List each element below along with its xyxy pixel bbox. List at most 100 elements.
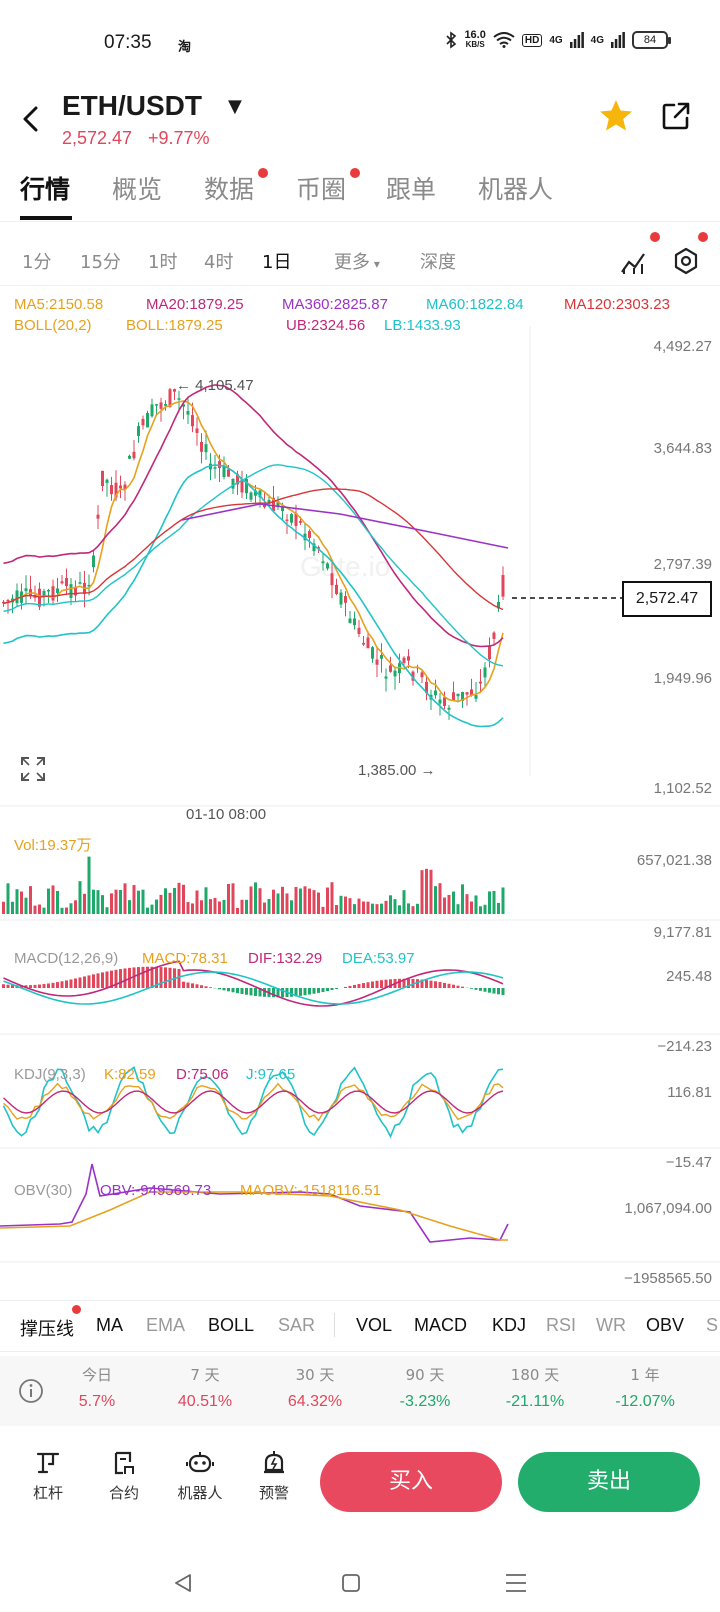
volume-bar [173,887,176,914]
status-icons: 16.0 KB/S HD 4G 4G 84 [445,30,671,50]
volume-bar [285,893,289,914]
tf-1d[interactable]: 1日 [262,252,292,273]
volume-bar [65,907,68,914]
contract-button[interactable]: 合约 [94,1450,154,1503]
legend-boll: BOLL:1879.25 [126,317,223,334]
macd-dif: DIF:132.29 [248,950,323,967]
ind-sar[interactable]: SAR [278,1315,316,1335]
ind-rsi[interactable]: RSI [546,1315,577,1335]
macd-histogram-bar [6,984,10,988]
macd-histogram-bar [330,988,334,991]
volume-bar [119,889,122,914]
tf-more[interactable]: 更多 ▾ [334,248,380,274]
volume-bar [497,902,500,914]
volume-bar [281,886,284,914]
macd-histogram-bar [2,984,5,988]
ind-s[interactable]: S [706,1315,719,1335]
sell-button[interactable]: 卖出 [518,1452,700,1512]
buy-button[interactable]: 买入 [320,1452,502,1512]
ind-boll[interactable]: BOLL [208,1315,255,1335]
tab-bot[interactable]: 机器人 [478,175,554,204]
macd-histogram-bar [312,988,316,994]
ind-ema[interactable]: EMA [146,1315,186,1335]
obv-value: OBV:-949569.73 [100,1182,212,1199]
signal-4g-icon: 4G [549,34,563,46]
chart-settings-gear-icon[interactable] [672,246,700,276]
tab-copy-trade[interactable]: 跟单 [386,175,437,204]
fullscreen-expand-icon[interactable] [20,756,46,782]
volume-bar [339,895,343,914]
share-external-icon[interactable] [660,100,692,132]
ind-support-resistance[interactable]: 撑压线 [20,1319,74,1339]
candle-body [24,588,28,592]
macd-histogram-bar [474,988,478,990]
tab-overview[interactable]: 概览 [112,175,163,204]
favorite-star-icon[interactable] [598,98,634,134]
tf-15m[interactable]: 15分 [80,252,121,273]
tf-1h[interactable]: 1时 [148,252,178,273]
main-tabs: 行情 概览 数据 币圈 跟单 机器人 [0,160,720,222]
volume-bar [51,885,55,914]
pair-title[interactable]: ETH/USDT [62,90,202,121]
tab-community[interactable]: 币圈 [296,175,347,204]
tf-4h[interactable]: 4时 [204,252,234,273]
macd-histogram-bar [258,988,262,997]
ind-obv[interactable]: OBV [646,1315,685,1335]
ind-kdj[interactable]: KDJ [492,1315,527,1335]
indicator-settings-icon[interactable] [620,246,648,276]
candle-body [267,499,271,504]
macd-histogram-bar [479,988,482,991]
ind-vol[interactable]: VOL [356,1315,393,1335]
volume-bar [132,885,136,914]
kdj-j: J:97.65 [246,1066,296,1083]
nav-home-icon[interactable] [340,1572,362,1594]
volume-bar [470,901,473,914]
macd-histogram-bar [308,988,311,995]
volume-bar [411,906,415,914]
nav-menu-icon[interactable] [504,1572,528,1594]
alert-button[interactable]: 预警 [244,1450,304,1503]
back-arrow-icon[interactable] [18,104,44,134]
volume-bar [299,888,302,914]
candle-body [290,514,293,523]
macd-histogram-bar [83,976,86,988]
candle-body [501,575,505,597]
robot-button[interactable]: 机器人 [170,1450,230,1503]
candle-body [141,418,145,426]
candle-body [375,659,379,665]
leverage-button[interactable]: 杠杆 [18,1450,78,1503]
volume-bar [308,888,311,914]
candle-body [227,469,230,477]
ind-macd[interactable]: MACD [414,1315,467,1335]
candle-body [204,444,208,453]
nav-back-icon[interactable] [172,1572,194,1594]
volume-bar [182,884,185,914]
volume-bar [96,890,100,914]
perf-value: 40.51% [177,1393,233,1410]
info-icon[interactable] [18,1378,44,1404]
volume-bar [330,882,334,914]
tab-data[interactable]: 数据 [204,175,255,204]
perf-label: 1 年 [630,1366,660,1384]
candle-body [366,637,370,649]
pair-dropdown-caret-icon[interactable]: ▼ [228,96,242,117]
candle-body [438,699,442,704]
volume-bar [434,886,437,914]
macd-histogram-bar [92,974,95,988]
tf-depth[interactable]: 深度 [420,252,456,273]
macd-histogram-bar [276,988,280,998]
ind-ma[interactable]: MA [96,1315,123,1335]
low-price-value: 1,385.00 [358,762,417,779]
ind-wr[interactable]: WR [596,1315,626,1335]
macd-histogram-bar [29,985,32,988]
tab-market[interactable]: 行情 [20,175,71,204]
volume-bar [11,901,14,914]
candle-body [393,670,397,677]
perf-label: 30 天 [295,1366,335,1384]
candlestick-chart[interactable]: Gate.io [0,326,720,1296]
status-time: 07:35 [104,32,152,53]
candle-body [245,478,248,494]
tf-1m[interactable]: 1分 [22,252,52,273]
candle-body [389,665,392,672]
volume-bar [218,901,221,914]
